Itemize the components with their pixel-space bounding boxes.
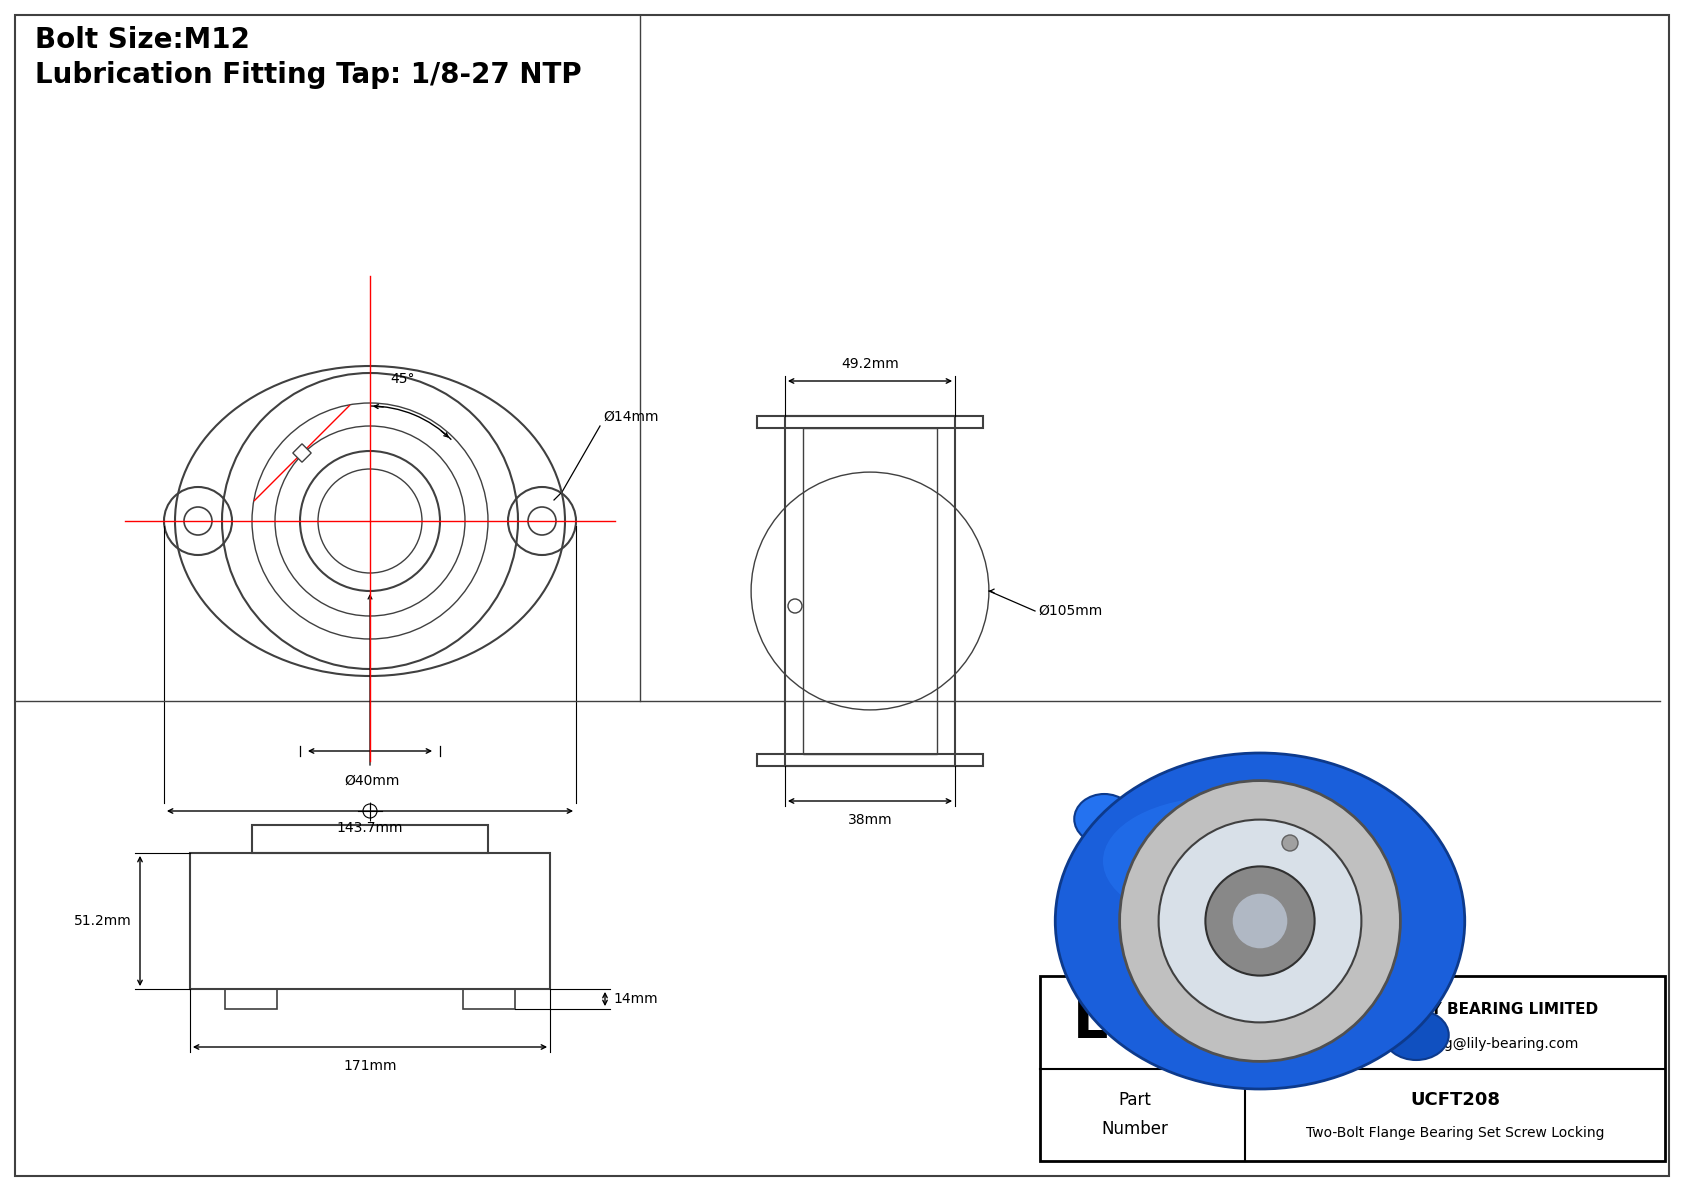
Ellipse shape bbox=[1384, 1010, 1448, 1060]
Text: Email: lilybearing@lily-bearing.com: Email: lilybearing@lily-bearing.com bbox=[1332, 1037, 1578, 1052]
Text: Ø14mm: Ø14mm bbox=[603, 410, 658, 424]
Text: 49.2mm: 49.2mm bbox=[840, 357, 899, 372]
Bar bbox=[1041, 975, 1665, 1161]
Circle shape bbox=[1282, 835, 1298, 852]
Text: Two-Bolt Flange Bearing Set Screw Locking: Two-Bolt Flange Bearing Set Screw Lockin… bbox=[1305, 1127, 1605, 1140]
Bar bbox=[253, 825, 488, 853]
Ellipse shape bbox=[1103, 797, 1337, 925]
Ellipse shape bbox=[1056, 753, 1465, 1089]
Bar bbox=[758, 754, 983, 766]
Text: 171mm: 171mm bbox=[344, 1059, 397, 1073]
Bar bbox=[190, 853, 551, 989]
Text: ®: ® bbox=[1175, 997, 1194, 1015]
Text: LILY: LILY bbox=[1073, 996, 1196, 1049]
Circle shape bbox=[1206, 866, 1315, 975]
Circle shape bbox=[184, 507, 212, 535]
Text: SHANGHAI LILY BEARING LIMITED: SHANGHAI LILY BEARING LIMITED bbox=[1312, 1002, 1598, 1017]
Text: Bolt Size:M12: Bolt Size:M12 bbox=[35, 26, 249, 54]
Ellipse shape bbox=[1074, 794, 1135, 844]
Text: 51.2mm: 51.2mm bbox=[74, 913, 131, 928]
Text: Ø105mm: Ø105mm bbox=[1037, 604, 1103, 618]
Bar bbox=[226, 989, 276, 1009]
Text: 38mm: 38mm bbox=[847, 813, 893, 827]
Circle shape bbox=[163, 487, 232, 555]
Bar bbox=[785, 416, 955, 766]
Bar bbox=[758, 416, 983, 428]
Bar bbox=[803, 428, 936, 754]
Text: Ø40mm: Ø40mm bbox=[344, 774, 399, 788]
Text: 14mm: 14mm bbox=[613, 992, 658, 1006]
Text: UCFT208: UCFT208 bbox=[1410, 1091, 1500, 1109]
Circle shape bbox=[1159, 819, 1361, 1022]
Circle shape bbox=[529, 507, 556, 535]
Text: Lubrication Fitting Tap: 1/8-27 NTP: Lubrication Fitting Tap: 1/8-27 NTP bbox=[35, 61, 581, 89]
Text: 143.7mm: 143.7mm bbox=[337, 821, 402, 835]
Circle shape bbox=[509, 487, 576, 555]
Bar bbox=[293, 444, 312, 462]
Text: 45°: 45° bbox=[391, 373, 414, 386]
Bar bbox=[463, 989, 515, 1009]
Circle shape bbox=[1233, 893, 1287, 948]
Bar bbox=[1258, 775, 1282, 796]
Text: Part
Number: Part Number bbox=[1101, 1091, 1169, 1139]
Circle shape bbox=[1120, 780, 1401, 1061]
